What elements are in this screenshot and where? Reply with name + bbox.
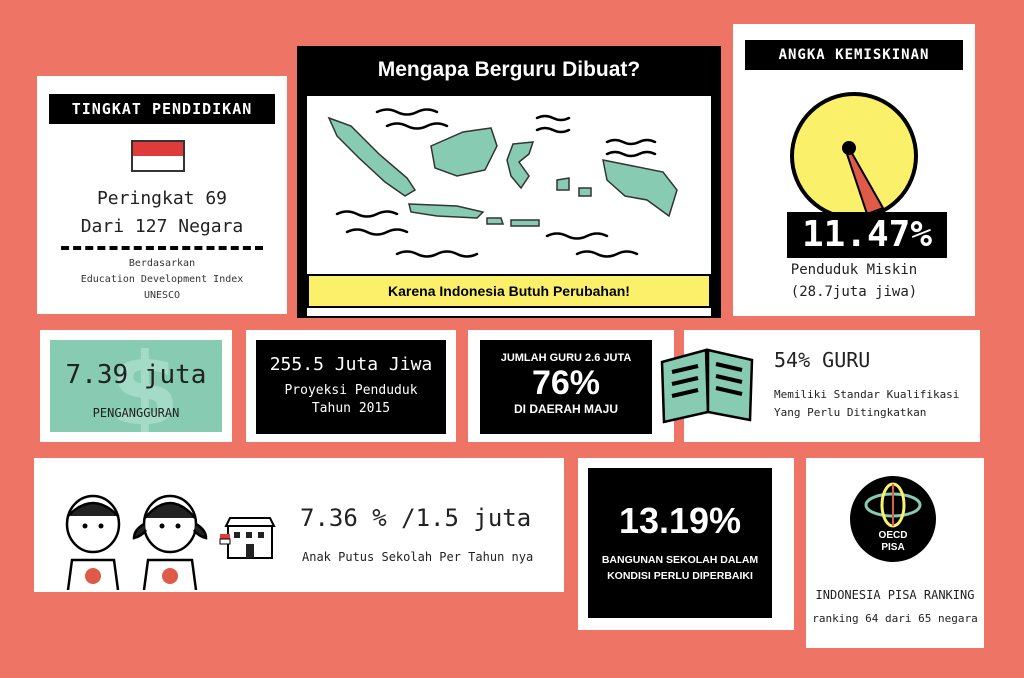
standard-card: 54% GURU Memiliki Standar Kualifikasi Ya… [660, 330, 980, 442]
teachers-header: JUMLAH GURU 2.6 JUTA [500, 352, 632, 364]
indonesia-map-icon [327, 108, 678, 258]
buildings-line-2: KONDISI PERLU DIPERBAIKI [607, 570, 753, 582]
teachers-panel: JUMLAH GURU 2.6 JUTA 76% DI DAERAH MAJU [480, 340, 652, 434]
pisa-logo-line-2: PISA [881, 542, 905, 553]
dropout-label: Anak Putus Sekolah Per Tahun nya [302, 550, 534, 564]
population-value: 255.5 Juta Jiwa [269, 354, 433, 375]
standard-line-1: Memiliki Standar Kualifikasi [774, 388, 960, 401]
poverty-label: Penduduk Miskin [790, 262, 918, 278]
buildings-panel: 13.19% BANGUNAN SEKOLAH DALAM KONDISI PE… [588, 468, 772, 618]
poverty-percent: 11.47% [787, 212, 947, 258]
teachers-card: JUMLAH GURU 2.6 JUTA 76% DI DAERAH MAJU [468, 330, 674, 442]
book-icon [660, 348, 754, 424]
education-source-2: Education Development Index [80, 274, 244, 285]
population-label-1: Proyeksi Penduduk [284, 383, 418, 398]
poverty-count: (28.7juta jiwa) [790, 284, 918, 300]
unemployment-label: PENGANGGURAN [92, 406, 180, 420]
dollar-icon: $ [110, 340, 180, 432]
unemployment-panel: $ 7.39 juta PENGANGGURAN [50, 340, 222, 432]
map-title: Mengapa Berguru Dibuat? [377, 58, 641, 81]
education-rank: Peringkat 69 [96, 188, 228, 209]
divider [61, 246, 263, 250]
map-caption: Karena Indonesia Butuh Perubahan! [307, 274, 711, 308]
unemployment-value: 7.39 juta [65, 360, 207, 390]
education-title: TINGKAT PENDIDIKAN [49, 94, 275, 124]
buildings-percent: 13.19% [618, 500, 742, 541]
pisa-logo-line-1: OECD [878, 530, 908, 541]
pisa-card: OECD PISA INDONESIA PISA RANKING ranking… [806, 458, 984, 648]
teachers-percent: 76% [531, 364, 601, 402]
dropout-value: 7.36 % /1.5 juta [300, 504, 532, 532]
pisa-rank: ranking 64 dari 65 negara [812, 612, 978, 625]
education-source-1: Berdasarkan [128, 258, 196, 269]
map-card: Mengapa Berguru Dibuat? [297, 46, 721, 318]
indonesia-flag-icon [131, 140, 185, 172]
poverty-title: ANGKA KEMISKINAN [745, 40, 963, 70]
teachers-footer: DI DAERAH MAJU [513, 402, 618, 416]
gauge-icon [790, 92, 918, 220]
globe-icon [864, 482, 922, 528]
population-panel: 255.5 Juta Jiwa Proyeksi Penduduk Tahun … [256, 340, 446, 434]
standard-line-2: Yang Perlu Ditingkatkan [774, 406, 927, 419]
school-icon [219, 517, 276, 559]
oecd-pisa-logo: OECD PISA [850, 476, 936, 562]
standard-title: 54% GURU [774, 348, 871, 372]
unemployment-card: $ 7.39 juta PENGANGGURAN [40, 330, 232, 442]
education-source-3: UNESCO [143, 290, 181, 301]
population-card: 255.5 Juta Jiwa Proyeksi Penduduk Tahun … [246, 330, 456, 442]
dropout-card: 7.36 % /1.5 juta Anak Putus Sekolah Per … [34, 458, 564, 592]
pisa-title: INDONESIA PISA RANKING [815, 588, 975, 602]
education-card: TINGKAT PENDIDIKAN Peringkat 69 Dari 127… [37, 76, 287, 314]
buildings-line-1: BANGUNAN SEKOLAH DALAM [601, 554, 759, 566]
poverty-card: ANGKA KEMISKINAN 11.47% Penduduk Miskin … [733, 24, 975, 316]
population-label-2: Tahun 2015 [311, 401, 391, 416]
students-icon [65, 494, 208, 590]
education-of: Dari 127 Negara [80, 216, 244, 237]
buildings-card: 13.19% BANGUNAN SEKOLAH DALAM KONDISI PE… [578, 458, 794, 630]
